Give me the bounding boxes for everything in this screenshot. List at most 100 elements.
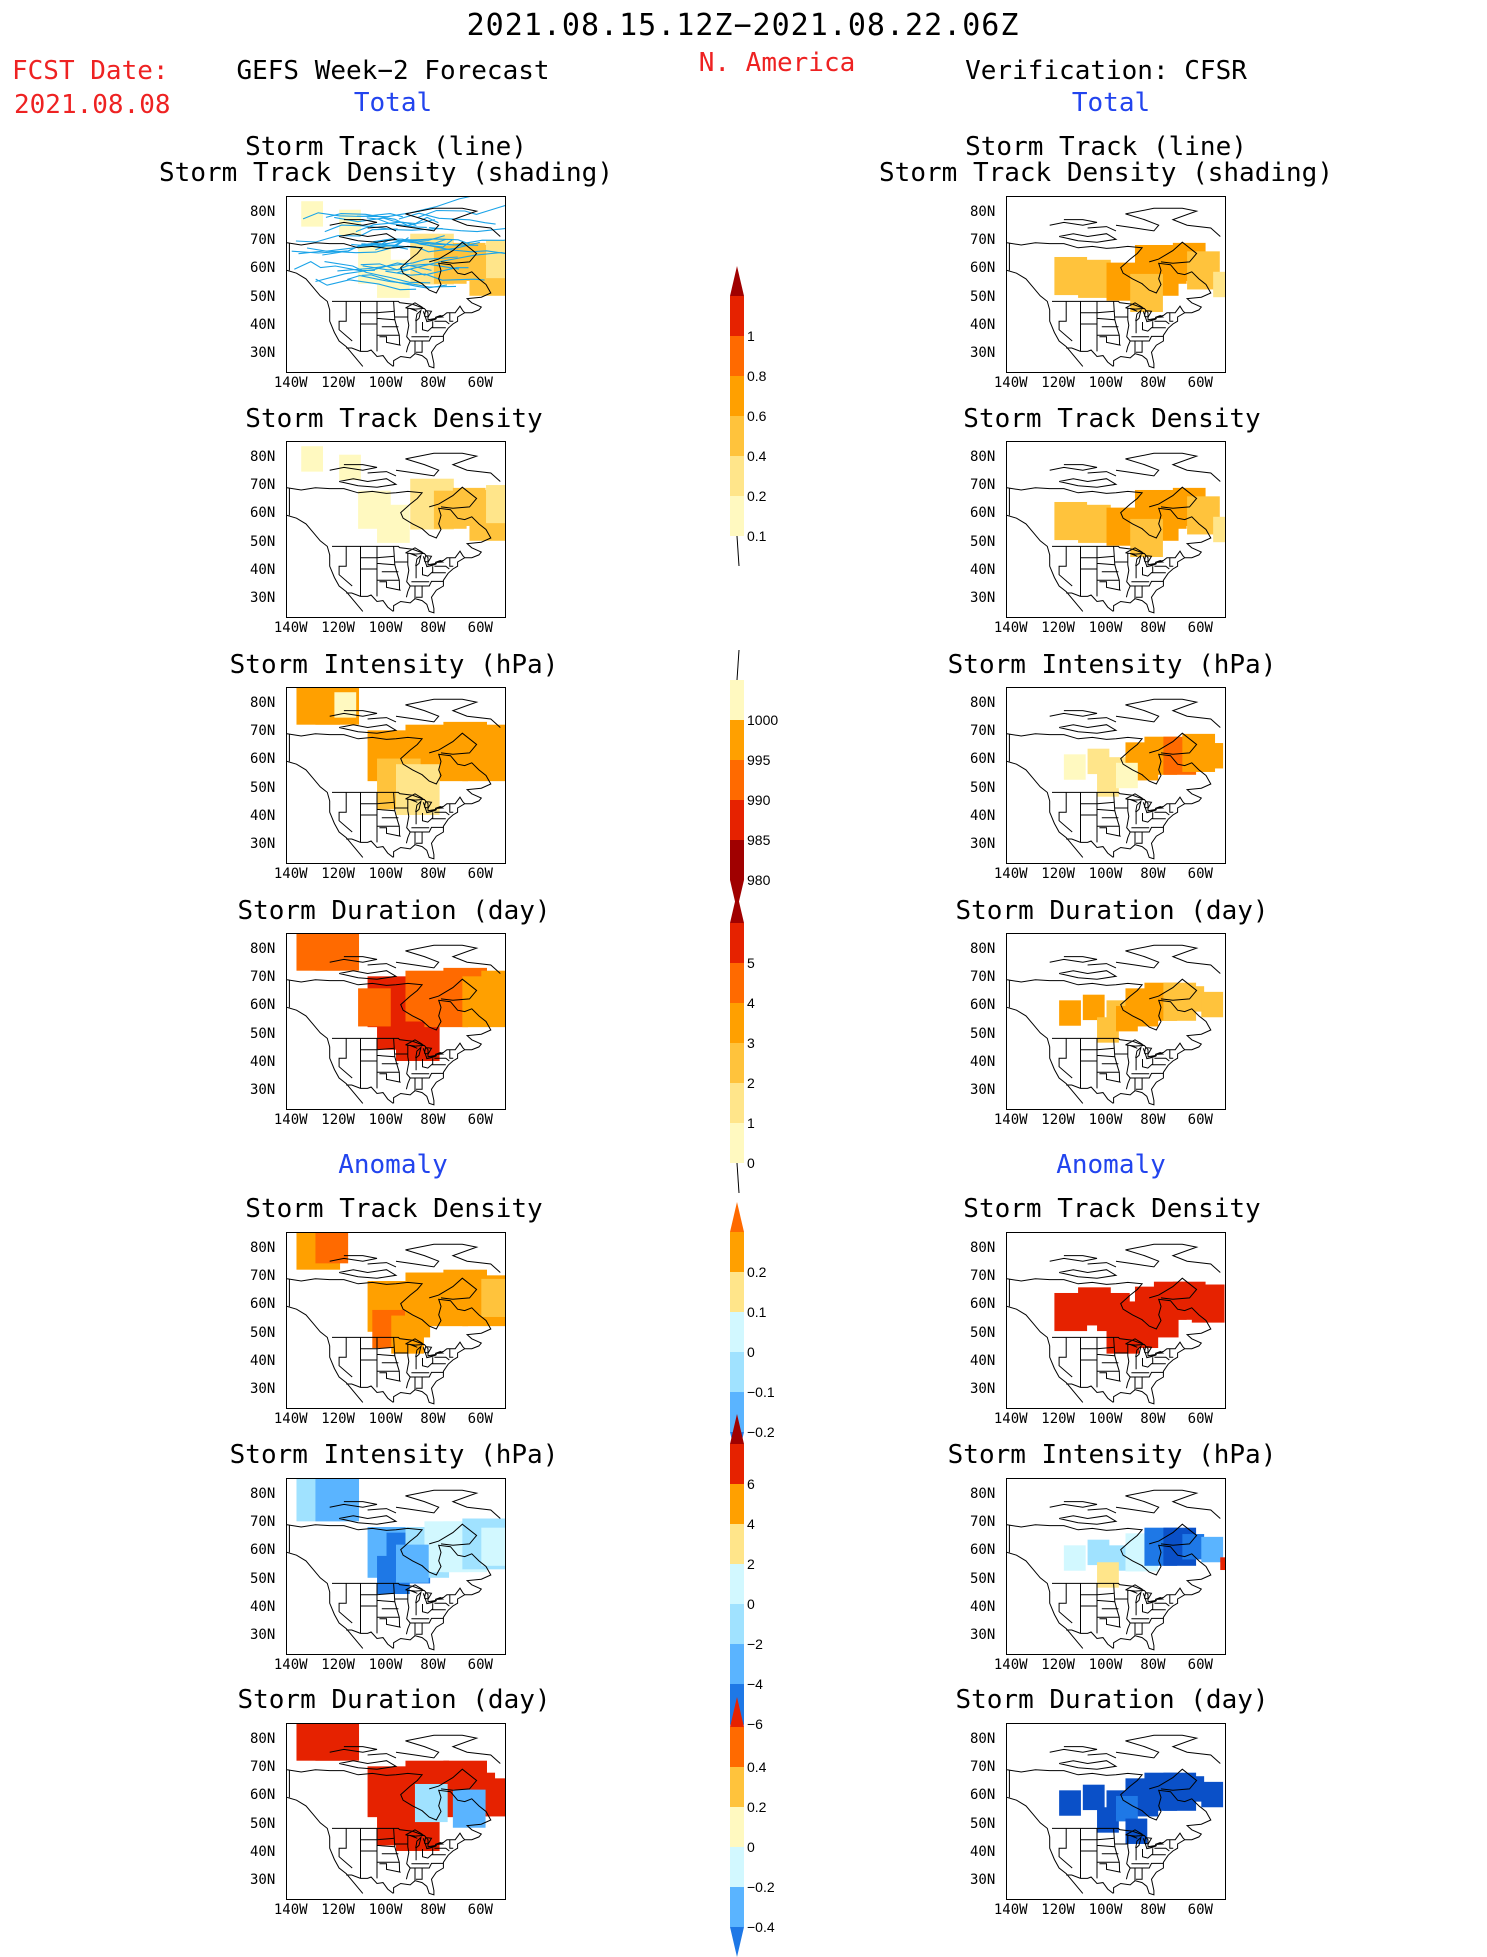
y-tick-label: 60N	[250, 1296, 276, 1313]
colorbar-tail	[736, 1162, 740, 1193]
y-tick-label: 50N	[250, 533, 276, 550]
y-tick-label: 80N	[970, 940, 996, 957]
y-tick-label: 30N	[250, 1872, 276, 1889]
region-title: N. America	[698, 48, 856, 78]
x-tick-label: 120W	[1041, 1902, 1075, 1918]
cfsr-panel-total-duration	[1006, 933, 1226, 1110]
grid-cell	[1082, 1784, 1105, 1811]
colorbar-label: 4	[747, 1516, 755, 1532]
x-tick-label: 100W	[368, 866, 403, 882]
map-outline	[1007, 698, 1221, 860]
x-tick-label: 120W	[1041, 375, 1075, 391]
y-tick-label: 70N	[970, 723, 996, 740]
x-tick-label: 60W	[467, 620, 493, 636]
y-tick-label: 60N	[250, 1787, 276, 1804]
colorbar-swatch	[730, 1392, 744, 1432]
storm-track-line	[315, 262, 432, 283]
grid-cell	[1220, 1557, 1225, 1571]
x-tick-label: 100W	[1088, 375, 1123, 391]
storm-track-line	[360, 263, 460, 271]
y-tick-label: 40N	[250, 1843, 276, 1860]
y-tick-label: 30N	[250, 1082, 276, 1099]
grid-cell	[1097, 771, 1119, 797]
colorbar-label: 1000	[747, 712, 779, 728]
grid-cell	[486, 240, 505, 279]
y-tick-label: 40N	[970, 561, 996, 578]
x-tick-label: 60W	[1187, 375, 1213, 391]
gefs-title-anom-density: Storm Track Density	[245, 1194, 543, 1224]
y-tick-label: 50N	[250, 1570, 276, 1587]
colorbar-swatch	[730, 1727, 744, 1767]
x-tick-label: 100W	[368, 1657, 403, 1673]
y-tick-label: 50N	[970, 1815, 996, 1832]
colorbar-label: 6	[747, 1476, 755, 1492]
y-tick-label: 60N	[970, 751, 996, 768]
gefs-panel-anom-density	[286, 1232, 506, 1409]
y-tick-label: 70N	[970, 232, 996, 249]
map-outline	[287, 207, 501, 369]
colorbar-swatch	[730, 1484, 744, 1524]
x-tick-label: 140W	[273, 620, 308, 636]
y-tick-label: 70N	[250, 969, 276, 986]
y-tick-label: 50N	[970, 1025, 996, 1042]
x-tick-label: 80W	[1140, 620, 1166, 636]
y-tick-label: 30N	[250, 590, 276, 607]
y-tick-label: 60N	[250, 260, 276, 277]
x-tick-label: 120W	[321, 1411, 355, 1427]
storm-track-line	[373, 238, 453, 248]
fcst-label: FCST Date:	[12, 56, 169, 86]
grid-cell	[1213, 271, 1225, 298]
colorbar-label: 0.2	[747, 488, 767, 504]
colorbar-swatch	[730, 1524, 744, 1564]
y-tick-label: 70N	[250, 232, 276, 249]
grid-cell	[481, 1778, 505, 1817]
x-tick-label: 120W	[1041, 620, 1075, 636]
grid-cell	[1087, 1539, 1110, 1566]
grid-cell	[1078, 504, 1111, 543]
x-tick-label: 100W	[1088, 866, 1123, 882]
y-tick-label: 60N	[970, 505, 996, 522]
cfsr-panel-total-track	[1006, 196, 1226, 373]
colorbar-swatch	[730, 336, 744, 376]
x-tick-label: 80W	[1140, 375, 1166, 391]
y-tick-label: 50N	[250, 779, 276, 796]
gefs-title-track-line: Storm Track (line)	[245, 132, 527, 162]
y-tick-label: 50N	[970, 779, 996, 796]
storm-track-line	[362, 265, 469, 276]
y-tick-label: 80N	[970, 203, 996, 220]
storm-track-line	[361, 274, 447, 289]
gefs-title-anom-intensity: Storm Intensity (hPa)	[229, 1440, 559, 1470]
colorbar-label: 980	[747, 872, 771, 888]
x-tick-label: 140W	[993, 1411, 1028, 1427]
colorbar-label: 0.2	[747, 1799, 767, 1815]
cfsr-title-anom-density: Storm Track Density	[963, 1194, 1261, 1224]
grid-cell	[1097, 1807, 1119, 1833]
cfsr-panel-anom-intensity-svg	[1007, 1489, 1225, 1651]
y-tick-label: 40N	[250, 1352, 276, 1369]
colorbar-label: 0	[747, 1596, 755, 1612]
x-tick-label: 80W	[1140, 1411, 1166, 1427]
cfsr-panel-total-intensity	[1006, 687, 1226, 864]
colorbar-swatch	[730, 720, 744, 760]
colorbar-arrow-top	[730, 1414, 744, 1444]
map-outline	[1007, 452, 1221, 614]
y-tick-label: 80N	[970, 448, 996, 465]
colorbar-swatch	[730, 1083, 744, 1123]
grid-cell	[1063, 1545, 1086, 1571]
colorbar-label: 990	[747, 792, 771, 808]
x-tick-label: 60W	[1187, 1902, 1213, 1918]
grid-cell	[315, 1479, 360, 1522]
y-tick-label: 30N	[970, 836, 996, 853]
grid-cell	[1116, 1795, 1138, 1822]
gefs-title-track-shading: Storm Track Density (shading)	[159, 158, 613, 188]
colorbar-tail	[736, 650, 740, 681]
x-tick-label: 140W	[273, 1411, 308, 1427]
cfsr-title-intensity: Storm Intensity (hPa)	[947, 650, 1277, 680]
x-tick-label: 100W	[1088, 1411, 1123, 1427]
grid-cell	[1125, 1818, 1148, 1844]
gefs-panel-total-duration-svg	[287, 934, 505, 1106]
colorbar-duration	[730, 893, 744, 1193]
y-tick-label: 50N	[250, 1324, 276, 1341]
grid-cell	[1078, 259, 1111, 298]
y-tick-label: 60N	[970, 997, 996, 1014]
